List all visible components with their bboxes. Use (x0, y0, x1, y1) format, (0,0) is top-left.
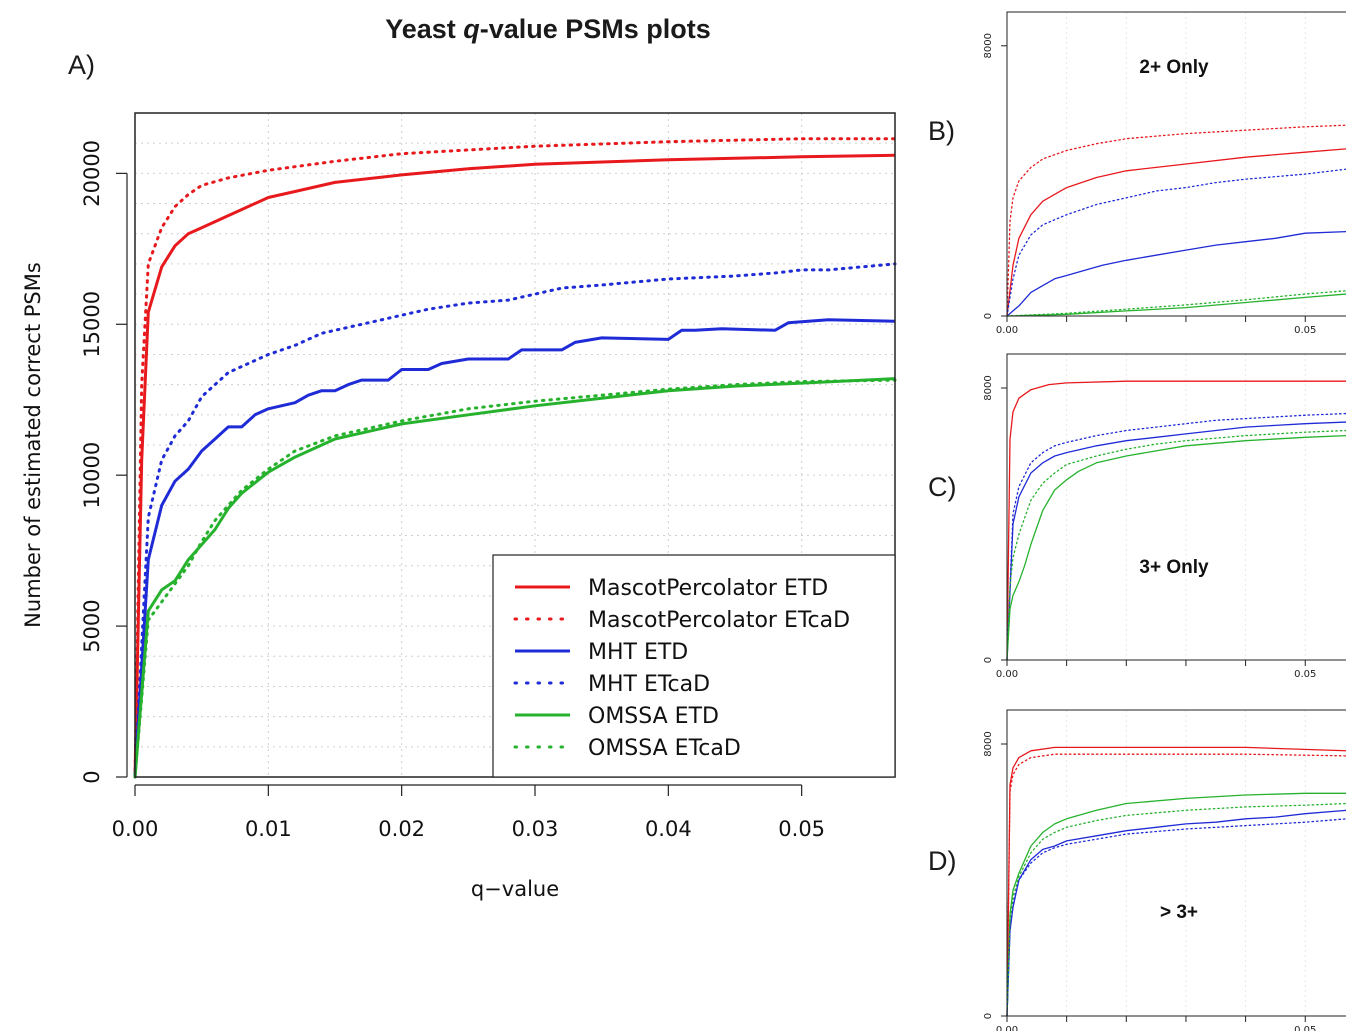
y-tick-label: 8000 (983, 731, 994, 756)
series-line-blue-dotted (1006, 168, 1346, 317)
series-line-green-dotted (1006, 429, 1346, 661)
series-line-green-solid (1006, 293, 1346, 317)
y-tick-label: 8000 (983, 33, 994, 58)
series-group (1006, 746, 1346, 1017)
axes: 0.00 0.05 0 8000 (983, 33, 1316, 336)
axes: 0.00 0.05 0 8000 (983, 731, 1316, 1031)
legend-label: MHT ETcaD (588, 672, 710, 697)
figure-title-start: Yeast (385, 14, 463, 44)
x-tick-label: 0.04 (645, 817, 692, 841)
y-tick-label: 0 (983, 1013, 994, 1019)
panel-label-d: D) (928, 846, 957, 876)
panel-annotation: 2+ Only (1139, 57, 1209, 78)
legend-label: OMSSA ETD (588, 704, 719, 729)
legend-label: MascotPercolator ETD (588, 576, 828, 601)
series-line-blue-dotted (1006, 818, 1346, 1017)
x-tick-label: 0.00 (996, 1025, 1018, 1031)
y-tick-label: 0 (983, 657, 994, 663)
x-tick-label: 0.01 (245, 817, 292, 841)
series-line-blue-dotted (1006, 412, 1346, 661)
x-tick-label: 0.05 (1294, 669, 1316, 680)
series-line-red-solid (1006, 148, 1346, 317)
plot-frame (1006, 11, 1346, 317)
series-line-blue-solid (1006, 230, 1346, 317)
panel-annotation: > 3+ (1160, 902, 1198, 923)
series-line-green-solid (1006, 792, 1346, 1017)
x-axis-label: q−value (471, 877, 559, 901)
x-tick-label: 0.05 (778, 817, 825, 841)
plot-frame (1006, 353, 1346, 661)
y-tick-label: 0 (80, 770, 104, 783)
panel-label-c: C) (928, 472, 957, 502)
plot-frame (1006, 709, 1346, 1017)
chart-panel-b: 0.00 0.05 0 8000 2+ Only (983, 11, 1346, 336)
series-line-red-dotted (133, 137, 897, 779)
series-line-green-dotted (1006, 290, 1346, 317)
figure-title: Yeast q-value PSMs plots (385, 14, 711, 44)
chart-panel-d: 0.00 0.05 0 8000 > 3+ (983, 709, 1346, 1031)
series-line-blue-solid (1006, 421, 1346, 661)
x-tick-label: 0.03 (512, 817, 559, 841)
y-axis: 0 5000 10000 15000 20000 (80, 140, 128, 784)
figure-title-q: q (463, 14, 480, 44)
series-line-green-solid (1006, 434, 1346, 661)
x-tick-label: 0.05 (1294, 1025, 1316, 1031)
panel-label-b: B) (928, 116, 955, 146)
chart-panel-a: 0.00 0.01 0.02 0.03 0.04 0.05 0 5000 10000 15000… (21, 112, 897, 901)
x-tick-label: 0.00 (996, 669, 1018, 680)
axes: 0.00 0.05 0 8000 (983, 375, 1316, 680)
legend-label: MascotPercolator ETcaD (588, 608, 850, 633)
series-line-red-solid (133, 153, 896, 778)
legend-box (492, 554, 896, 778)
y-tick-label: 20000 (80, 140, 104, 207)
grid-lines (1066, 354, 1306, 660)
series-line-blue-solid (133, 318, 896, 778)
y-tick-label: 0 (983, 313, 994, 319)
series-line-green-dotted (1006, 802, 1346, 1017)
legend: MascotPercolator ETD MascotPercolator ETc… (492, 554, 896, 778)
panel-label-a: A) (68, 50, 95, 80)
x-axis: 0.00 0.01 0.02 0.03 0.04 0.05 (112, 784, 825, 841)
series-group (133, 137, 897, 779)
y-tick-label: 10000 (80, 442, 104, 509)
series-group (1006, 124, 1346, 317)
series-group (1006, 380, 1346, 661)
x-tick-label: 0.02 (378, 817, 425, 841)
x-tick-label: 0.00 (996, 325, 1018, 336)
series-line-red-solid (1006, 380, 1346, 661)
series-line-red-solid (1006, 746, 1346, 1017)
series-line-green-dotted (133, 378, 897, 779)
legend-label: OMSSA ETcaD (588, 736, 741, 761)
chart-panel-c: 0.00 0.05 0 8000 3+ Only (983, 353, 1346, 680)
legend-label: MHT ETD (588, 640, 688, 665)
grid-lines (1066, 710, 1306, 1016)
x-tick-label: 0.05 (1294, 325, 1316, 336)
series-line-blue-dotted (133, 262, 897, 779)
series-line-red-dotted (1006, 124, 1346, 317)
y-tick-label: 15000 (80, 291, 104, 358)
figure-title-end: -value PSMs plots (480, 14, 711, 44)
series-line-green-solid (133, 377, 896, 778)
y-tick-label: 8000 (983, 375, 994, 400)
panel-annotation: 3+ Only (1139, 557, 1209, 578)
x-tick-label: 0.00 (112, 817, 159, 841)
series-line-red-dotted (1006, 753, 1346, 1017)
y-axis-label: Number of estimated correct PSMs (21, 262, 45, 628)
y-tick-label: 5000 (80, 599, 104, 652)
